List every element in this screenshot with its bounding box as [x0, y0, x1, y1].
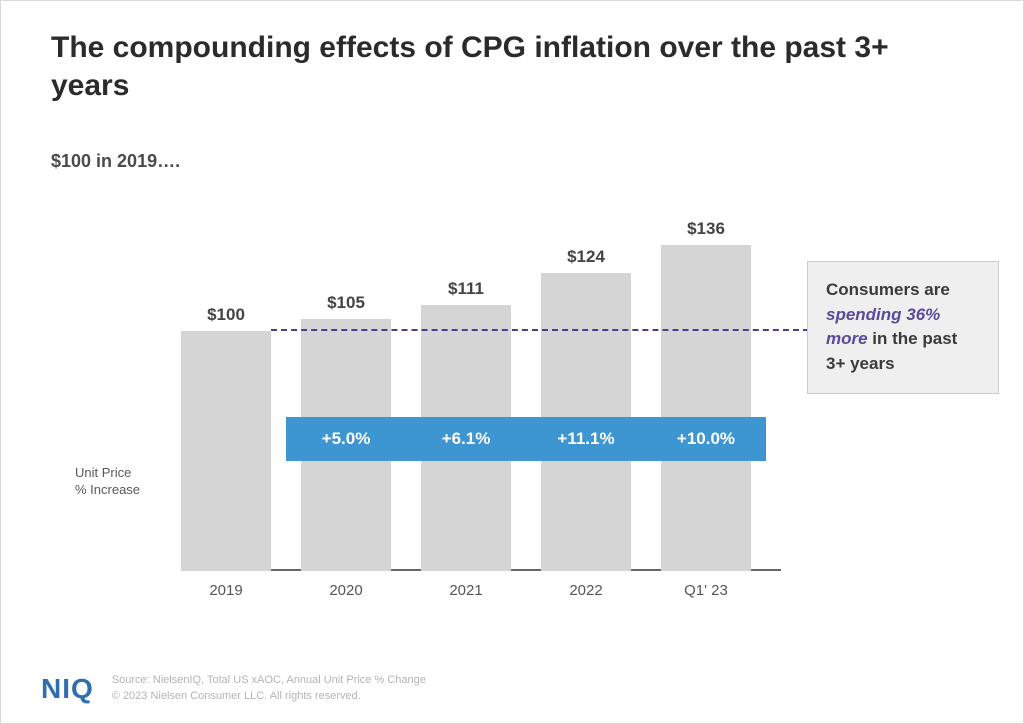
callout-box: Consumers are spending 36% more in the p…: [807, 261, 999, 394]
bar-chart: Unit Price% Increase $1002019$1052020$11…: [81, 211, 781, 611]
niq-logo: NIQ: [41, 673, 94, 705]
reference-line: [271, 329, 809, 331]
bar-value-label: $105: [301, 293, 391, 313]
callout-pre: Consumers are: [826, 280, 950, 299]
slide-frame: The compounding effects of CPG inflation…: [0, 0, 1024, 724]
pct-increase-value: +11.1%: [541, 417, 631, 461]
bar: $100: [181, 331, 271, 571]
x-category-label: 2022: [541, 582, 631, 599]
slide-title: The compounding effects of CPG inflation…: [51, 29, 963, 104]
y-axis-label: Unit Price% Increase: [75, 464, 175, 499]
x-category-label: 2021: [421, 582, 511, 599]
bar: $136: [661, 245, 751, 571]
bar-value-label: $111: [421, 279, 511, 299]
pct-increase-value: +10.0%: [661, 417, 751, 461]
source-line-1: Source: NielsenIQ, Total US xAOC, Annual…: [112, 673, 426, 689]
slide-subtitle: $100 in 2019….: [51, 151, 180, 172]
bar-value-label: $100: [181, 305, 271, 325]
x-category-label: 2019: [181, 582, 271, 599]
pct-increase-value: +5.0%: [301, 417, 391, 461]
plot-area: $1002019$1052020$1112021$1242022$136Q1' …: [181, 211, 781, 571]
bar-value-label: $124: [541, 247, 631, 267]
footer: NIQ Source: NielsenIQ, Total US xAOC, An…: [41, 673, 983, 705]
x-category-label: 2020: [301, 582, 391, 599]
pct-increase-value: +6.1%: [421, 417, 511, 461]
source-text: Source: NielsenIQ, Total US xAOC, Annual…: [112, 673, 426, 705]
x-category-label: Q1' 23: [661, 582, 751, 599]
callout-text: Consumers are spending 36% more in the p…: [826, 278, 980, 377]
bar-value-label: $136: [661, 219, 751, 239]
source-line-2: © 2023 Nielsen Consumer LLC. All rights …: [112, 689, 426, 705]
